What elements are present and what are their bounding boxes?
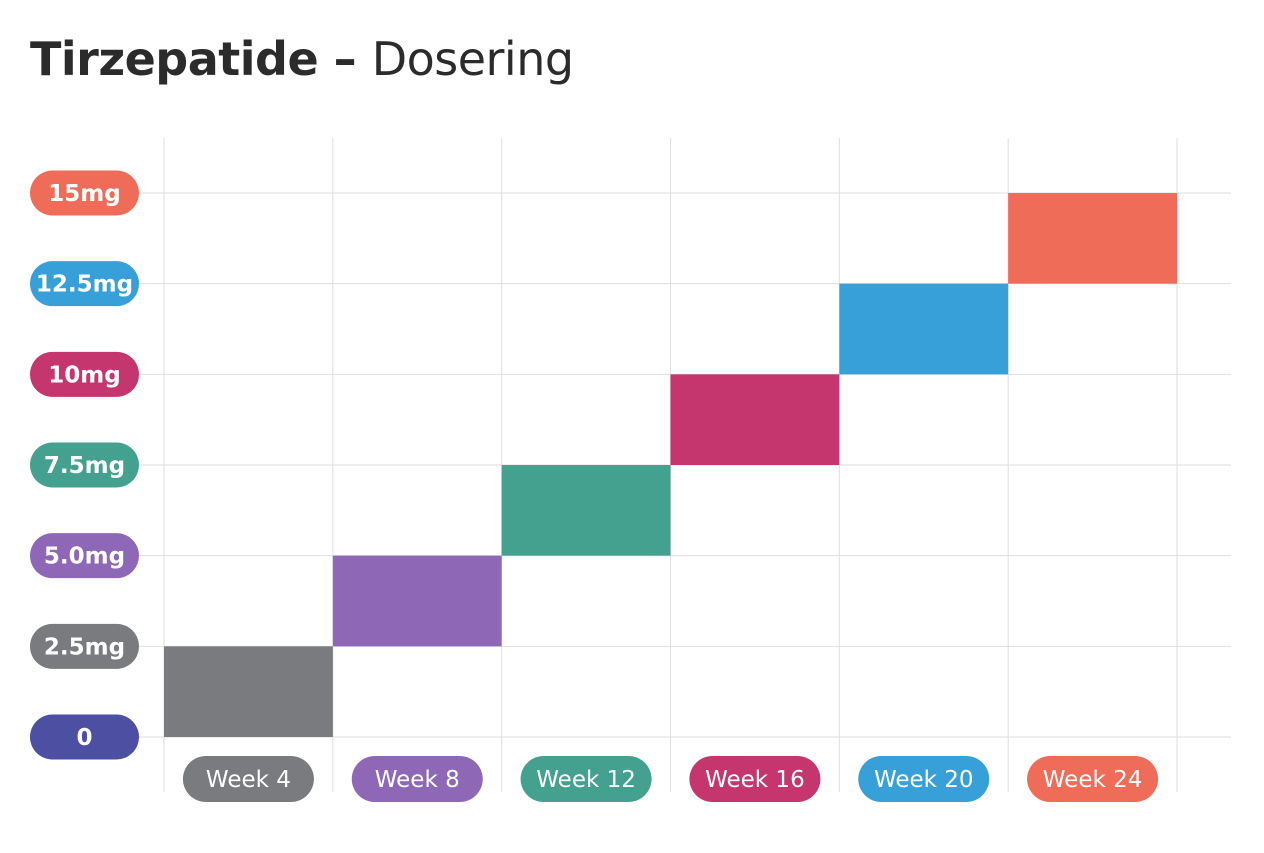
title-main: Tirzepatide: [30, 32, 319, 86]
y-tick-text: 7.5mg: [44, 453, 125, 479]
x-tick-text: Week 16: [705, 767, 805, 793]
chart-title: Tirzepatide – Dosering: [30, 32, 574, 86]
x-tick-label: Week 12: [520, 756, 652, 802]
y-tick-pill: [30, 261, 139, 307]
y-tick-text: 5.0mg: [44, 544, 125, 570]
dose-bar: [164, 646, 333, 737]
x-tick-text: Week 20: [874, 767, 974, 793]
x-tick-label: Week 4: [182, 756, 314, 802]
x-tick-pill: [182, 756, 314, 802]
y-tick-label: 15mg: [30, 170, 139, 216]
y-tick-pill: [30, 170, 139, 216]
y-tick-text: 2.5mg: [44, 634, 125, 660]
y-tick-label: 12.5mg: [30, 261, 139, 307]
dose-bar: [501, 465, 671, 556]
x-tick-pill: [520, 756, 652, 802]
x-tick-text: Week 24: [1043, 767, 1143, 793]
x-tick-label: Week 24: [1027, 756, 1159, 802]
y-tick-pill: [30, 351, 139, 397]
y-tick-label: 5.0mg: [30, 533, 139, 579]
dose-bar: [670, 374, 840, 465]
y-tick-label: 0: [30, 714, 139, 760]
x-tick-pill: [689, 756, 821, 802]
x-tick-label: Week 8: [351, 756, 483, 802]
x-tick-pill: [351, 756, 483, 802]
x-tick-label: Week 20: [858, 756, 990, 802]
y-tick-text: 15mg: [48, 181, 120, 207]
x-tick-label: Week 16: [689, 756, 821, 802]
y-tick-text: 0: [76, 725, 92, 751]
x-tick-text: Week 8: [375, 767, 460, 793]
y-tick-pill: [30, 533, 139, 579]
y-tick-label: 10mg: [30, 351, 139, 397]
dose-bar: [839, 283, 1009, 375]
x-axis-labels: Week 4 Week 8 Week 12 Week 16 Week 20 Week 24: [182, 756, 1159, 802]
x-tick-text: Week 12: [536, 767, 636, 793]
y-tick-pill: [30, 623, 139, 669]
y-tick-pill: [30, 442, 139, 488]
title-dash: –: [318, 32, 372, 86]
y-tick-pill: [30, 714, 139, 760]
y-tick-label: 7.5mg: [30, 442, 139, 488]
y-tick-label: 2.5mg: [30, 623, 139, 669]
dose-bar: [332, 555, 502, 647]
x-tick-text: Week 4: [206, 767, 291, 793]
y-tick-text: 12.5mg: [36, 272, 133, 298]
dose-bar: [1008, 193, 1177, 284]
x-tick-pill: [858, 756, 990, 802]
title-sub: Dosering: [371, 32, 574, 86]
x-tick-pill: [1027, 756, 1159, 802]
dose-steps: [164, 193, 1177, 737]
y-axis-labels: 0 2.5mg 5.0mg 7.5mg 10mg 12.5mg 15mg: [30, 170, 139, 760]
y-tick-text: 10mg: [48, 362, 120, 388]
